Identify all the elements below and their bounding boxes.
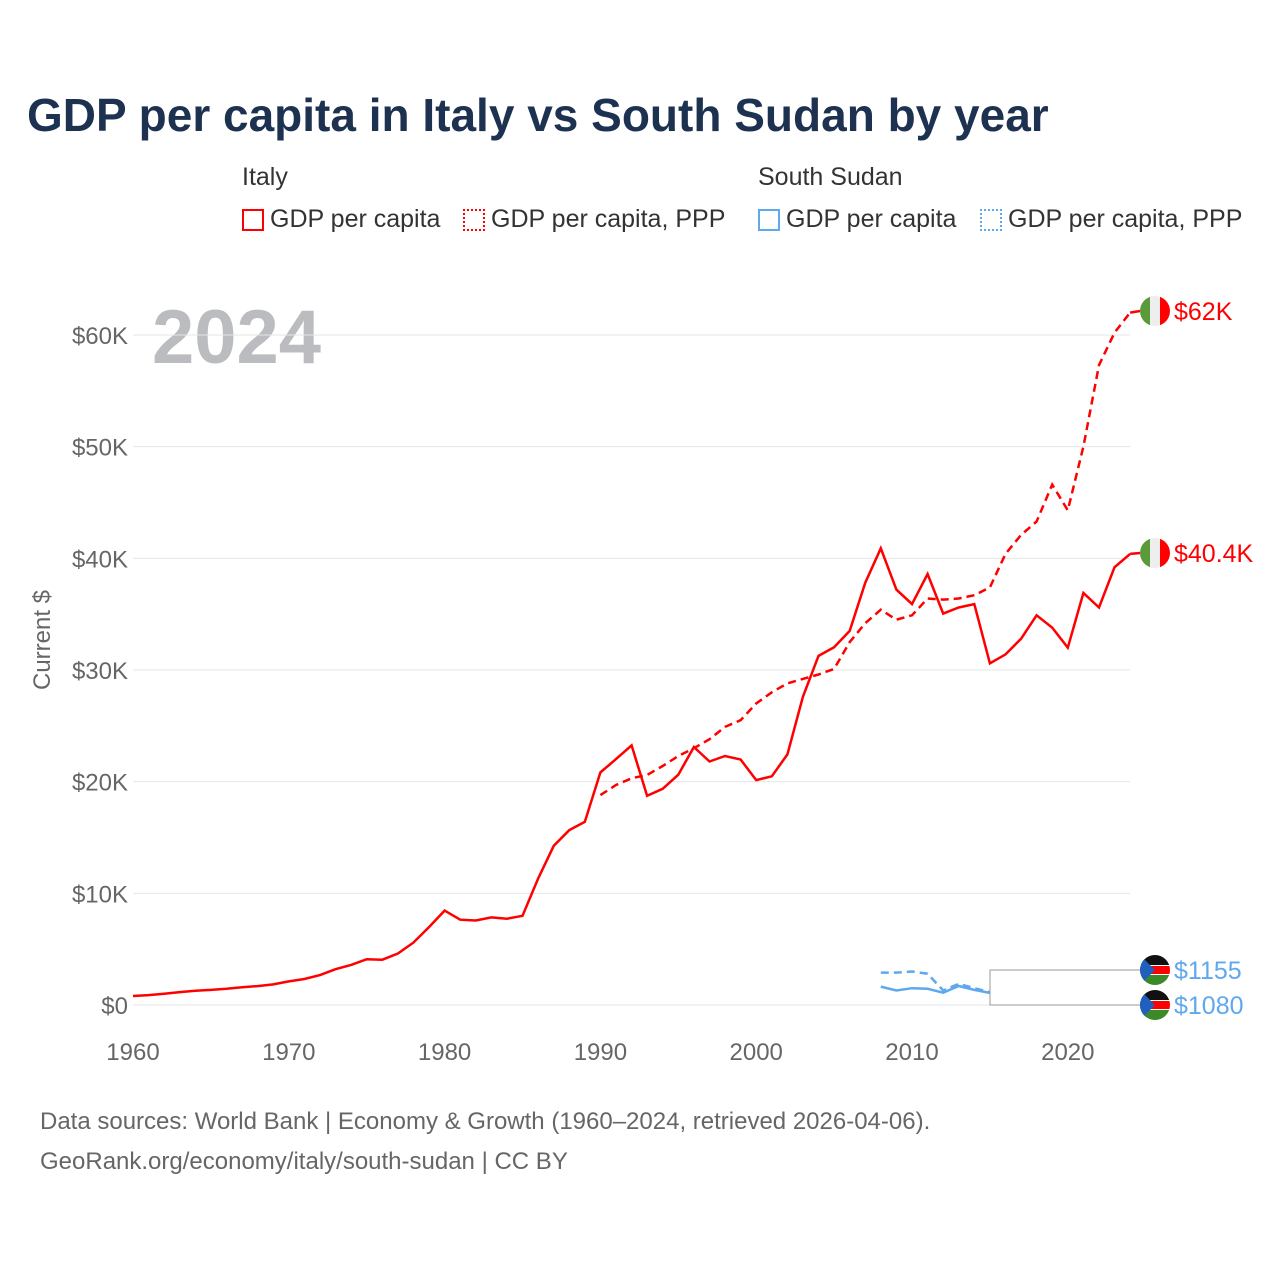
legend-label: GDP per capita xyxy=(270,205,441,233)
legend-swatch xyxy=(242,209,264,231)
label-connector xyxy=(989,992,1140,1006)
series-line-2[interactable] xyxy=(880,970,991,994)
y-tick-label: $10K xyxy=(72,881,128,908)
legend-italy-gdp[interactable]: GDP per capita xyxy=(242,205,440,234)
end-value-label: $1155 xyxy=(1174,957,1242,985)
south-sudan-flag-icon xyxy=(1140,990,1170,1020)
series-line-0[interactable] xyxy=(132,545,1131,998)
year-overlay: 2024 xyxy=(152,295,321,380)
italy-flag-icon xyxy=(1140,538,1170,568)
legend-label: GDP per capita, PPP xyxy=(1008,205,1243,233)
y-tick-label: $0 xyxy=(101,993,128,1020)
y-tick-label: $50K xyxy=(72,435,128,462)
x-tick-label: 1960 xyxy=(106,1039,159,1066)
x-tick-label: 1980 xyxy=(418,1039,471,1066)
legend-label: GDP per capita xyxy=(786,205,957,233)
y-axis-label: Current $ xyxy=(29,590,56,690)
legend-label: GDP per capita, PPP xyxy=(491,205,726,233)
x-tick-label: 2010 xyxy=(885,1039,938,1066)
x-tick-label: 1970 xyxy=(262,1039,315,1066)
footer-sources: Data sources: World Bank | Economy & Gro… xyxy=(40,1108,931,1135)
chart-title: GDP per capita in Italy vs South Sudan b… xyxy=(27,89,1049,141)
end-value-label: $62K xyxy=(1174,298,1233,326)
label-connector xyxy=(1130,551,1141,556)
y-tick-label: $30K xyxy=(72,658,128,685)
legend-ssd-ppp[interactable]: GDP per capita, PPP xyxy=(980,205,1242,234)
end-value-label: $40.4K xyxy=(1174,540,1254,568)
footer-link[interactable]: GeoRank.org/economy/italy/south-sudan | … xyxy=(40,1148,568,1175)
x-tick-label: 2020 xyxy=(1041,1039,1094,1066)
y-tick-label: $40K xyxy=(72,546,128,573)
y-tick-label: $20K xyxy=(72,770,128,797)
legend-group-italy: Italy xyxy=(242,163,288,191)
series-line-3[interactable] xyxy=(880,984,991,995)
legend-swatch xyxy=(980,209,1002,231)
end-value-label: $1080 xyxy=(1174,992,1244,1020)
south-sudan-flag-icon xyxy=(1140,955,1170,985)
legend-swatch xyxy=(463,209,485,231)
legend-ssd-gdp[interactable]: GDP per capita xyxy=(758,205,956,234)
legend-group-south-sudan: South Sudan xyxy=(758,163,903,191)
legend-swatch xyxy=(758,209,780,231)
label-connector xyxy=(989,969,1140,993)
italy-flag-icon xyxy=(1140,296,1170,326)
legend-italy-ppp[interactable]: GDP per capita, PPP xyxy=(463,205,725,234)
series-line-1[interactable] xyxy=(599,311,1132,797)
x-tick-label: 1990 xyxy=(574,1039,627,1066)
y-tick-label: $60K xyxy=(72,323,128,350)
label-connector xyxy=(1129,309,1141,314)
x-tick-label: 2000 xyxy=(730,1039,783,1066)
